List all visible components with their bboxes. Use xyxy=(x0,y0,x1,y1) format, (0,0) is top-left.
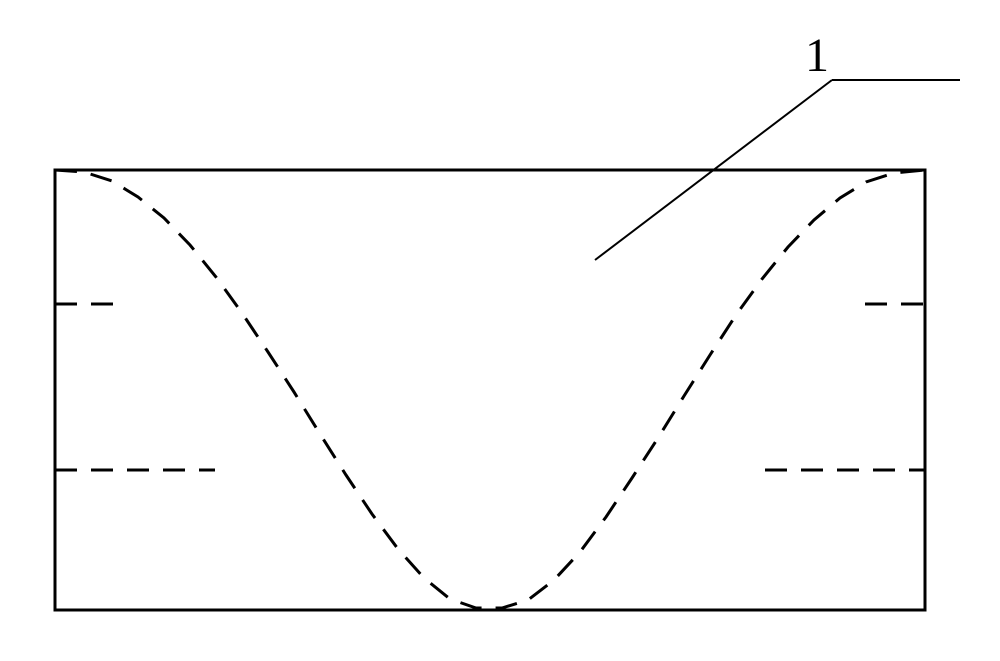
hidden-edge-0 xyxy=(55,170,925,608)
label-1: 1 xyxy=(805,32,829,80)
diagram-stage: 1 xyxy=(0,0,1000,661)
figure-svg xyxy=(0,0,1000,661)
outer-rect xyxy=(55,170,925,610)
